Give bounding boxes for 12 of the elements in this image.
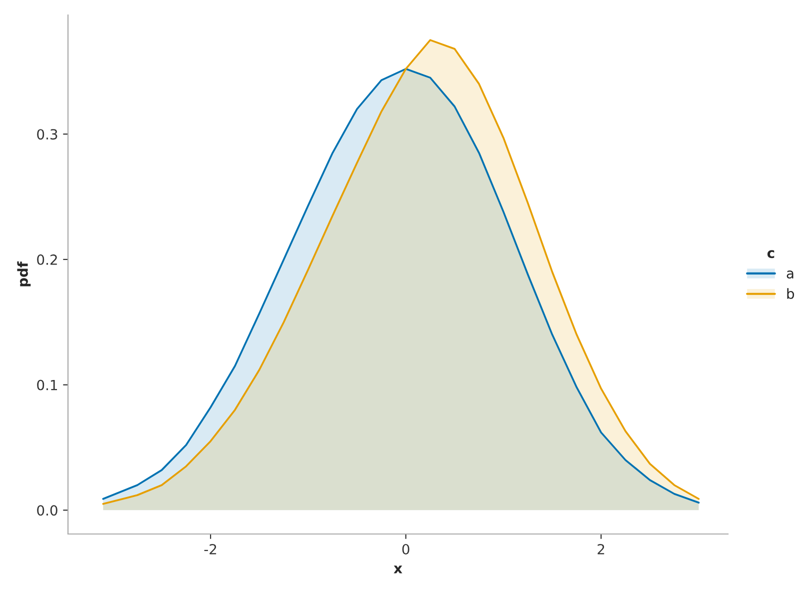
y-tick-label: 0.0 (37, 505, 58, 516)
x-tick-label: -2 (204, 544, 216, 554)
y-tick-label: 0.1 (37, 380, 57, 390)
x-tick-label: 2 (598, 544, 604, 554)
legend-title: c (767, 250, 774, 258)
y-tick-label: 0.3 (37, 129, 58, 140)
x-axis-title: x (394, 566, 402, 574)
y-tick-label: 0.2 (37, 254, 57, 265)
legend-label: a (786, 270, 794, 279)
legend-label: b (787, 288, 794, 299)
y-axis-title: pdf (17, 261, 31, 286)
x-tick-label: 0 (402, 544, 410, 554)
